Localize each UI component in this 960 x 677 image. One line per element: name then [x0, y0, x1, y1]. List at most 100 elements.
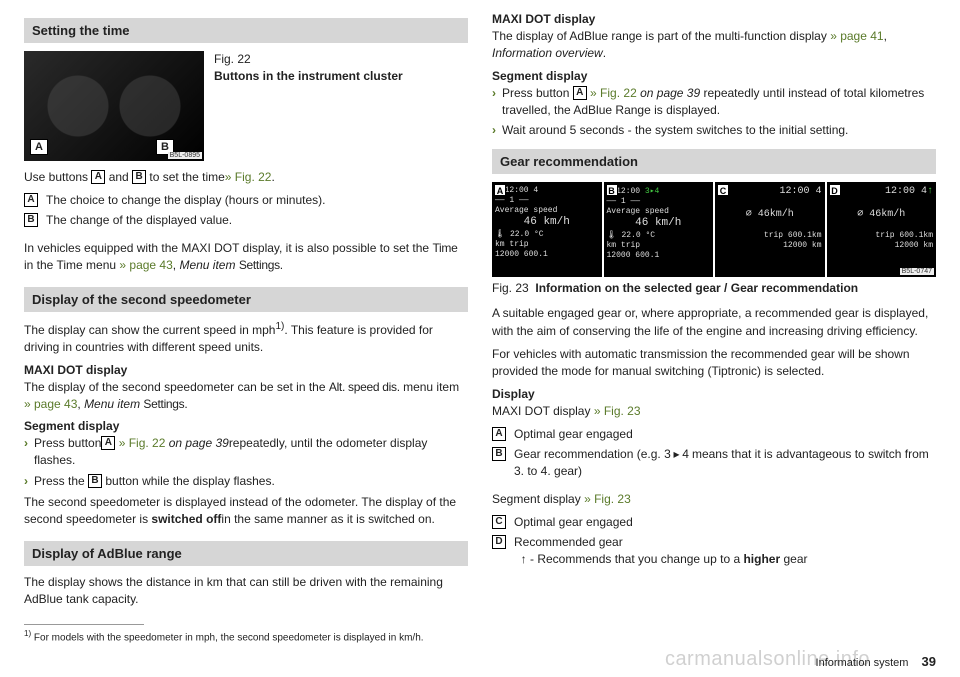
sub-segment: Segment display: [24, 419, 468, 433]
fig23-code: B5L-0747: [900, 268, 934, 275]
p-suitable-gear: A suitable engaged gear or, where approp…: [492, 305, 936, 340]
ref: » page 41: [830, 29, 883, 43]
text: Press button: [34, 436, 101, 450]
text: MAXI DOT display: [492, 404, 594, 418]
box-a: A: [492, 427, 506, 441]
text: menu item: [400, 380, 459, 394]
box-b: B: [132, 170, 146, 184]
sub-maxidot-r: MAXI DOT display: [492, 12, 936, 26]
p-speed-mph: The display can show the current speed i…: [24, 320, 468, 357]
text: The display of the second speedometer ca…: [24, 380, 329, 394]
text: to set the time: [146, 170, 225, 184]
box-b: B: [24, 213, 38, 227]
bullet-r1-text: Press button A » Fig. 22 on page 39 repe…: [502, 85, 936, 119]
heading-setting-time: Setting the time: [24, 18, 468, 43]
def-d: D Recommended gear ↑ - Recommends that y…: [492, 534, 936, 568]
text: - Recommends that you change up to a: [527, 552, 744, 566]
text: The display of AdBlue range is part of t…: [492, 29, 830, 43]
text: button while the display flashes.: [102, 474, 275, 488]
panel-line: trip 600.1km: [718, 231, 822, 240]
mono: Settings: [239, 258, 280, 272]
text: In vehicles equipped with the MAXI DOT d…: [24, 241, 432, 255]
p-adblue: The display shows the distance in km tha…: [24, 574, 468, 609]
fig22-row: A B B5L-0895 Fig. 22 Buttons in the inst…: [24, 51, 468, 161]
bullet-2-text: Press the B button while the display fla…: [34, 473, 275, 490]
def-list-1: A The choice to change the display (hour…: [24, 192, 468, 232]
fig22-label-b: B: [156, 139, 174, 155]
panel-line: km trip: [495, 240, 599, 249]
page: Setting the time A B B5L-0895 Fig. 22 Bu…: [0, 0, 960, 645]
italic: Information overview: [492, 46, 603, 60]
panel-line: W 12:00 3▸4W 12:00 3▸4: [607, 186, 711, 196]
fn-text: For models with the speedometer in mph, …: [34, 633, 424, 644]
def-a-text: The choice to change the display (hours …: [46, 192, 325, 209]
fn-sup: 1): [24, 629, 31, 638]
chevron-icon: ›: [24, 473, 28, 490]
text: Gear recommendation (e.g.: [514, 447, 664, 461]
def-b: B The change of the displayed value.: [24, 212, 468, 229]
heading-gear: Gear recommendation: [492, 149, 936, 174]
fig22-caption: Fig. 22 Buttons in the instrument cluste…: [214, 51, 403, 161]
text: ,: [884, 29, 887, 43]
fig22-code: B5L-0895: [168, 152, 202, 159]
footer: Information system 39: [816, 654, 936, 669]
def-list-3: C Optimal gear engaged D Recommended gea…: [492, 514, 936, 570]
italic: on page 39: [640, 86, 700, 100]
def-list-2: A Optimal gear engaged B Gear recommenda…: [492, 426, 936, 482]
panel-line: W 12:00 4: [495, 186, 599, 195]
def-c: C Optimal gear engaged: [492, 514, 936, 531]
italic: on page 39: [169, 436, 229, 450]
fig23-num: Fig. 23: [492, 281, 529, 295]
panel-line: km trip: [607, 241, 711, 250]
box-a: A: [91, 170, 105, 184]
box-b: B: [492, 447, 506, 461]
panel-line: trip 600.1km: [830, 231, 934, 240]
def-b-text: The change of the displayed value.: [46, 212, 232, 229]
panel-letter: A: [494, 184, 506, 196]
bullet-r2: › Wait around 5 seconds - the system swi…: [492, 122, 936, 139]
bold: higher: [743, 552, 780, 566]
box-b: B: [88, 474, 102, 488]
panel-line: 🌡 22.0 °C: [607, 230, 711, 240]
fig22-image: A B B5L-0895: [24, 51, 204, 161]
ref: » Fig. 22: [115, 436, 168, 450]
mono: 3 ▸ 4: [664, 447, 689, 461]
fig22-title: Buttons in the instrument cluster: [214, 69, 403, 83]
sub-segment-r: Segment display: [492, 69, 936, 83]
sub-display: Display: [492, 387, 936, 401]
text: gear: [780, 552, 807, 566]
panel-line: 12000 km: [718, 241, 822, 250]
panel-letter: C: [717, 184, 729, 196]
text: The display can show the current speed i…: [24, 323, 275, 337]
panel-line: ∅ 46km/h: [718, 208, 822, 220]
footnote: 1) For models with the speedometer in mp…: [24, 629, 468, 644]
mono: Alt. speed dis.: [329, 380, 400, 394]
sub-maxidot: MAXI DOT display: [24, 363, 468, 377]
text: Gear recommendation (e.g. 3 ▸ 4 means th…: [514, 446, 936, 480]
fig23-row: A W 12:00 4 —— 1 —— Average speed 46 km/…: [492, 182, 936, 277]
panel-letter: B: [606, 184, 618, 196]
box-d: D: [492, 535, 506, 549]
panel-line: —— 1 ——: [495, 196, 599, 205]
ref: » Fig. 23: [584, 492, 631, 506]
text: in the Time menu: [24, 258, 119, 272]
bullet-r1: › Press button A » Fig. 22 on page 39 re…: [492, 85, 936, 119]
text: Press the: [34, 474, 88, 488]
ref-fig22: » Fig. 22: [225, 170, 272, 184]
text: and: [105, 170, 132, 184]
text: .: [603, 46, 606, 60]
panel-line: 12:00 4↑12:00 4↑: [830, 186, 934, 197]
panel-line: 46 km/h: [607, 217, 711, 229]
text: Press button: [502, 86, 573, 100]
text: Use buttons: [24, 170, 91, 184]
fig23-caption: Fig. 23 Information on the selected gear…: [492, 281, 936, 295]
panel-letter: D: [829, 184, 841, 196]
text: .: [184, 397, 187, 411]
panel-d: D 12:00 4↑12:00 4↑ ∅ 46km/h trip 600.1km…: [827, 182, 937, 277]
fig22-num: Fig. 22: [214, 52, 251, 66]
def-a2: A Optimal gear engaged: [492, 426, 936, 443]
text: in the same manner as it is switched on.: [221, 512, 434, 526]
text: .: [271, 170, 274, 184]
fig22-label-a: A: [30, 139, 48, 155]
p-maxidot-time: In vehicles equipped with the MAXI DOT d…: [24, 240, 468, 275]
